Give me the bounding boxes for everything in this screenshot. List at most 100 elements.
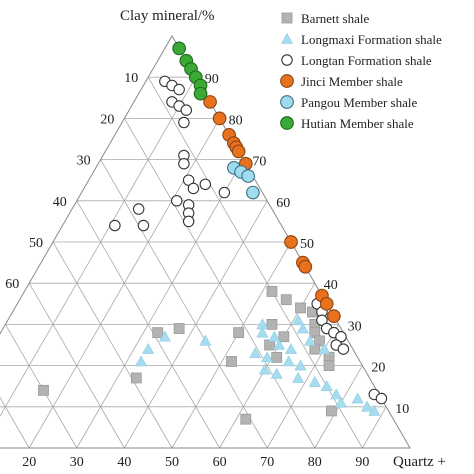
- data-point: [334, 396, 347, 408]
- grid-line-quartz-10: [0, 76, 197, 417]
- data-point: [270, 367, 283, 379]
- legend-marker: [280, 95, 294, 109]
- data-point: [323, 360, 335, 372]
- data-point: [361, 400, 374, 412]
- ternary-grid: [0, 76, 387, 449]
- legend-item: Hutian Member shale: [280, 116, 414, 131]
- data-point: [135, 355, 148, 367]
- left-tick-label: 30: [77, 154, 91, 169]
- right-tick-label: 40: [324, 278, 338, 293]
- data-point: [130, 372, 142, 384]
- data-point: [266, 286, 278, 297]
- left-tick-label: 40: [53, 195, 67, 210]
- data-point: [271, 351, 283, 363]
- data-point: [158, 330, 171, 342]
- legend-label: Pangou Member shale: [301, 95, 417, 110]
- grid-line-quartz-50: [171, 241, 292, 449]
- data-point: [218, 186, 231, 199]
- data-point: [233, 327, 245, 339]
- data-point: [319, 296, 334, 311]
- bottom-tick-label: 70: [260, 455, 274, 470]
- right-tick-label: 70: [252, 155, 266, 170]
- data-point: [284, 235, 298, 249]
- data-point: [304, 334, 317, 346]
- tick-labels: 10 20 30 40 50 60 90 80 70 60 50 40 30 20 10 20 30 40 50 60…: [5, 71, 409, 470]
- right-tick-label: 60: [276, 196, 290, 211]
- grid-line-third-60: [28, 282, 125, 449]
- data-point: [173, 83, 185, 96]
- data-point: [268, 330, 281, 342]
- data-point: [273, 338, 286, 350]
- data-point: [182, 215, 195, 228]
- series-2: [109, 75, 388, 405]
- right-tick-label: 90: [205, 72, 219, 87]
- data-point: [256, 326, 269, 338]
- grid-line-quartz-70: [266, 324, 339, 449]
- bottom-tick-label: 60: [213, 455, 227, 470]
- data-point: [231, 144, 246, 159]
- legend-marker: [280, 116, 294, 130]
- legend-label: Longmaxi Formation shale: [301, 32, 442, 47]
- data-point: [240, 413, 252, 425]
- right-tick-label: 80: [229, 113, 243, 128]
- legend-label: Jinci Member shale: [301, 74, 403, 89]
- data-point: [296, 322, 309, 334]
- data-point: [261, 351, 274, 363]
- series-1: [135, 314, 381, 416]
- bottom-tick-label: 40: [117, 455, 131, 470]
- series-0: [38, 286, 337, 425]
- left-tick-label: 10: [124, 71, 138, 86]
- data-points: [38, 41, 388, 425]
- series-4: [227, 160, 260, 200]
- right-tick-label: 20: [371, 361, 385, 376]
- legend-item: Pangou Member shale: [280, 95, 417, 110]
- right-axis-title: Quartz +: [393, 454, 446, 470]
- legend-marker: [280, 32, 294, 44]
- data-point: [241, 169, 256, 183]
- data-point: [337, 343, 350, 355]
- legend-item: Jinci Member shale: [280, 74, 403, 89]
- data-point: [258, 363, 271, 375]
- bottom-tick-label: 50: [165, 455, 179, 470]
- data-point: [193, 86, 208, 101]
- data-point: [142, 342, 155, 354]
- data-point: [326, 309, 341, 324]
- data-point: [178, 116, 190, 129]
- legend-item: Barnett shale: [281, 11, 369, 26]
- grid-line-quartz-30: [76, 159, 244, 449]
- data-point: [284, 342, 298, 354]
- data-point: [38, 384, 49, 396]
- legend-item: Longmaxi Formation shale: [280, 32, 442, 47]
- left-tick-label: 50: [29, 236, 43, 251]
- grid-line-third-30: [100, 159, 268, 449]
- data-point: [199, 334, 212, 346]
- legend-marker: [280, 74, 294, 88]
- bottom-tick-label: 20: [22, 455, 36, 470]
- data-point: [292, 371, 305, 383]
- data-point: [282, 355, 295, 367]
- data-point: [199, 178, 212, 191]
- series-3: [203, 95, 341, 324]
- data-point: [187, 182, 200, 195]
- right-tick-label: 10: [395, 402, 409, 417]
- data-point: [320, 380, 333, 392]
- grid-line-third-50: [52, 241, 173, 449]
- data-point: [292, 314, 305, 326]
- right-tick-label: 50: [300, 237, 314, 252]
- data-point: [375, 392, 388, 405]
- grid-line-third-80: [0, 396, 30, 449]
- legend-marker: [281, 12, 293, 24]
- left-tick-label: 60: [5, 277, 19, 292]
- data-point: [249, 347, 262, 359]
- data-point: [172, 41, 186, 56]
- right-tick-label: 30: [348, 319, 362, 334]
- data-point: [152, 327, 164, 339]
- bottom-tick-label: 90: [355, 455, 369, 470]
- bottom-tick-label: 30: [70, 455, 84, 470]
- bottom-tick-label: 80: [308, 455, 322, 470]
- data-point: [278, 331, 290, 343]
- data-point: [109, 219, 121, 232]
- legend: Barnett shale Longmaxi Formation shale Lon…: [280, 11, 442, 131]
- data-point: [295, 302, 306, 314]
- legend-label: Hutian Member shale: [301, 116, 414, 131]
